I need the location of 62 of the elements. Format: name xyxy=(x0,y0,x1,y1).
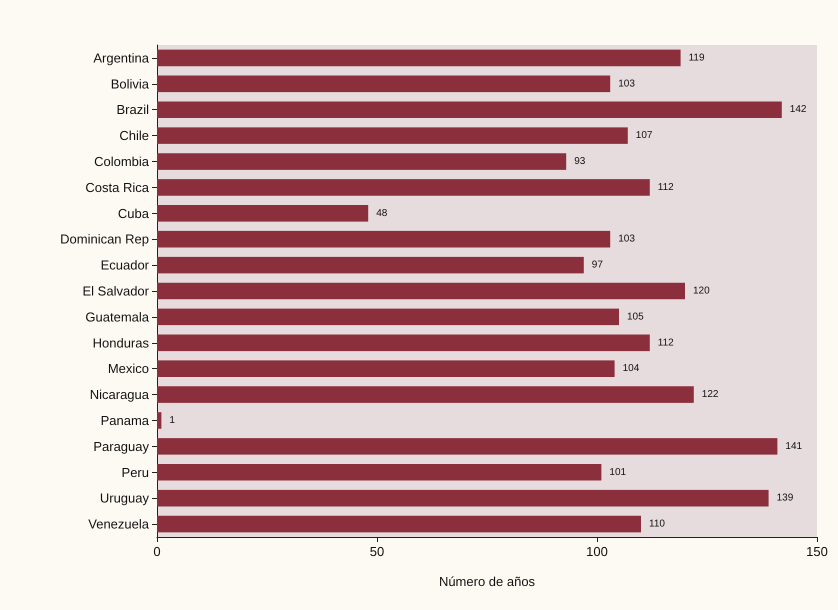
x-tick-label: 50 xyxy=(370,544,384,559)
data-label: 110 xyxy=(649,518,666,530)
data-label: 103 xyxy=(618,78,636,90)
data-label: 97 xyxy=(592,260,604,271)
y-tick-label: Venezuela xyxy=(88,516,150,532)
bar xyxy=(157,360,615,377)
bar xyxy=(157,101,782,118)
bar xyxy=(157,230,610,248)
data-label: 122 xyxy=(702,389,719,400)
y-tick-label: Argentina xyxy=(93,50,150,66)
data-label: 93 xyxy=(574,156,586,168)
x-axis-title: Número de años xyxy=(438,574,536,589)
y-tick-label: El Salvador xyxy=(82,284,150,298)
data-label: 105 xyxy=(627,311,644,322)
bar xyxy=(157,334,650,352)
y-tick-label: Cuba xyxy=(118,206,150,221)
y-tick-label: Ecuador xyxy=(100,258,150,273)
y-tick-label: Colombia xyxy=(94,154,150,170)
data-label: 103 xyxy=(618,234,636,245)
y-tick-label: Paraguay xyxy=(93,438,150,454)
data-label: 139 xyxy=(776,492,794,504)
bar xyxy=(157,127,628,144)
data-label: 101 xyxy=(609,466,627,478)
x-tick-label: 100 xyxy=(586,544,608,559)
y-tick-label: Chile xyxy=(119,128,149,144)
x-tick-label: 0 xyxy=(153,544,161,559)
bar xyxy=(157,282,685,300)
data-label: 107 xyxy=(636,130,653,142)
data-label: 112 xyxy=(658,182,674,193)
bar xyxy=(157,256,584,274)
data-label: 104 xyxy=(622,363,640,374)
data-label: 1 xyxy=(169,414,176,426)
bar xyxy=(157,153,566,170)
y-tick-label: Bolivia xyxy=(110,76,150,92)
bar xyxy=(157,438,778,455)
y-tick-label: Honduras xyxy=(92,335,150,350)
bar xyxy=(157,516,641,532)
bar xyxy=(157,50,681,66)
y-tick-label: Uruguay xyxy=(100,490,150,506)
bar xyxy=(157,179,650,196)
y-tick-label: Brazil xyxy=(116,102,150,118)
y-tick-label: Dominican Rep xyxy=(60,232,149,247)
y-tick-label: Panama xyxy=(100,412,150,428)
y-tick-label: Peru xyxy=(122,464,149,480)
data-label: 142 xyxy=(790,104,807,116)
bar xyxy=(157,386,694,403)
data-label: 141 xyxy=(785,440,803,452)
bar xyxy=(157,464,602,481)
y-tick-label: Costa Rica xyxy=(85,180,150,195)
data-label: 120 xyxy=(693,286,710,296)
y-tick-label: Mexico xyxy=(108,361,149,376)
bar xyxy=(157,412,162,429)
x-tick-label: 150 xyxy=(806,544,828,559)
data-label: 119 xyxy=(688,52,705,64)
bar xyxy=(157,205,368,222)
bar xyxy=(157,76,610,92)
data-label: 48 xyxy=(376,208,388,219)
bar xyxy=(157,490,769,506)
data-label: 112 xyxy=(658,337,674,348)
y-tick-label: Guatemala xyxy=(85,309,150,324)
bar xyxy=(157,308,619,326)
y-tick-label: Nicaragua xyxy=(90,387,150,402)
